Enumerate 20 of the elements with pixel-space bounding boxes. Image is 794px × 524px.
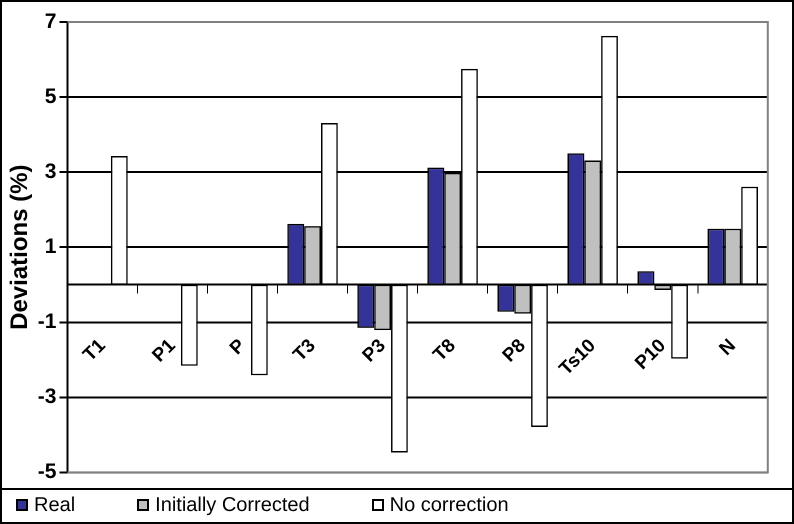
x-tick-label: T1 [79, 334, 110, 366]
y-axis-title: Deviations (%) [6, 164, 34, 330]
x-tick-label: P10 [631, 335, 670, 374]
legend-label: Initially Corrected [155, 494, 310, 516]
text: No correction [390, 494, 509, 516]
x-tick-label: P3 [358, 335, 390, 366]
x-tick-label: P8 [498, 335, 530, 366]
y-tick-label: -1 [38, 310, 57, 334]
y-tick-label: -3 [38, 385, 56, 408]
x-tick-label: P [226, 334, 250, 360]
y-tick-label: 1 [44, 234, 57, 258]
legend-label: Real [34, 494, 76, 516]
x-tick-label: T3 [289, 335, 320, 366]
x-tick-label: N [715, 335, 740, 360]
y-tick-label: 5 [44, 84, 57, 108]
x-tick-label: P1 [148, 334, 180, 366]
y-tick-label: 3 [44, 160, 56, 183]
x-tick-label: T8 [429, 335, 460, 366]
y-tick-label: -5 [38, 460, 57, 484]
y-tick-label: 7 [44, 10, 56, 33]
